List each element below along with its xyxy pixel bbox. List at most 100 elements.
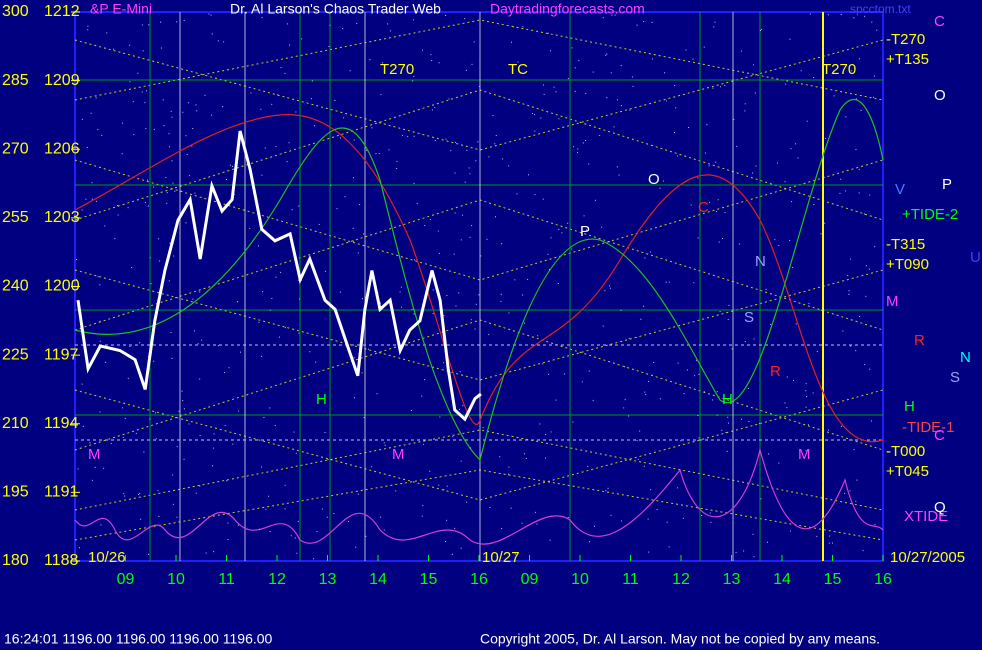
star xyxy=(874,246,876,248)
star xyxy=(454,172,456,174)
star xyxy=(91,182,93,184)
star xyxy=(797,157,799,159)
star xyxy=(587,465,589,467)
star xyxy=(648,551,650,553)
star xyxy=(95,200,97,202)
star xyxy=(225,179,227,181)
star xyxy=(735,551,737,553)
star xyxy=(664,72,666,74)
star xyxy=(280,271,282,273)
source-file: spcctom.txt xyxy=(850,2,911,16)
star xyxy=(564,373,566,375)
star xyxy=(257,245,259,247)
star xyxy=(355,546,357,548)
y-tick-label: 1212 xyxy=(44,3,80,20)
y2-tick-label: 210 xyxy=(2,415,29,432)
star xyxy=(356,22,358,24)
star xyxy=(146,90,148,92)
star xyxy=(534,511,536,513)
annotation: +TIDE-2 xyxy=(902,206,958,223)
star xyxy=(869,194,871,196)
star xyxy=(858,192,860,194)
star xyxy=(717,199,719,201)
star xyxy=(158,515,160,517)
star xyxy=(129,81,131,83)
star xyxy=(124,495,126,497)
star xyxy=(80,328,82,330)
star xyxy=(290,535,292,537)
star xyxy=(761,28,763,30)
star xyxy=(91,479,93,481)
star xyxy=(383,529,385,531)
star xyxy=(443,315,445,317)
star xyxy=(583,215,585,217)
star xyxy=(182,111,184,113)
star xyxy=(260,108,262,110)
star xyxy=(697,415,699,417)
star xyxy=(458,292,460,294)
star xyxy=(550,50,552,52)
star xyxy=(452,436,454,438)
star xyxy=(647,518,649,520)
star xyxy=(269,407,271,409)
star xyxy=(413,182,415,184)
star xyxy=(459,371,461,373)
star xyxy=(768,453,770,455)
star xyxy=(543,84,545,86)
star xyxy=(237,301,239,303)
y2-tick-label: 180 xyxy=(2,552,29,569)
annotation: 10/27/2005 xyxy=(890,549,965,566)
y2-tick-label: 240 xyxy=(2,278,29,295)
star xyxy=(525,457,527,459)
star xyxy=(185,135,187,137)
y-tick-label: 1191 xyxy=(44,484,79,501)
star xyxy=(862,550,864,552)
star xyxy=(154,412,156,414)
star xyxy=(438,484,440,486)
star xyxy=(722,238,724,240)
annotation: -T315 xyxy=(886,236,925,253)
star xyxy=(344,196,346,198)
star xyxy=(847,275,849,277)
star xyxy=(475,160,477,162)
star xyxy=(212,465,214,467)
decor xyxy=(74,11,884,562)
star xyxy=(229,164,231,166)
x-tick-label: 14 xyxy=(369,571,387,588)
star xyxy=(516,193,518,195)
star xyxy=(99,284,101,286)
star xyxy=(548,373,550,375)
star xyxy=(628,337,630,339)
star xyxy=(297,279,299,281)
star xyxy=(357,252,359,254)
star xyxy=(432,313,434,315)
star xyxy=(297,520,299,522)
star xyxy=(172,474,174,476)
star xyxy=(466,149,468,151)
star xyxy=(94,466,96,468)
star xyxy=(129,346,131,348)
star xyxy=(199,434,201,436)
star xyxy=(423,443,425,445)
star xyxy=(666,521,668,523)
star xyxy=(812,392,814,394)
star xyxy=(370,466,372,468)
star xyxy=(765,288,767,290)
star xyxy=(412,19,414,21)
star xyxy=(741,418,743,420)
copyright: Copyright 2005, Dr. Al Larson. May not b… xyxy=(480,631,880,647)
star xyxy=(606,97,608,99)
star xyxy=(169,242,171,244)
annotation: T270 xyxy=(822,61,856,78)
star xyxy=(265,508,267,510)
star xyxy=(174,190,176,192)
star xyxy=(188,102,190,104)
star xyxy=(573,146,575,148)
star xyxy=(492,115,494,117)
star xyxy=(716,391,718,393)
star xyxy=(81,118,83,120)
star xyxy=(647,380,649,382)
star xyxy=(698,373,700,375)
star xyxy=(339,291,341,293)
star xyxy=(592,399,594,401)
